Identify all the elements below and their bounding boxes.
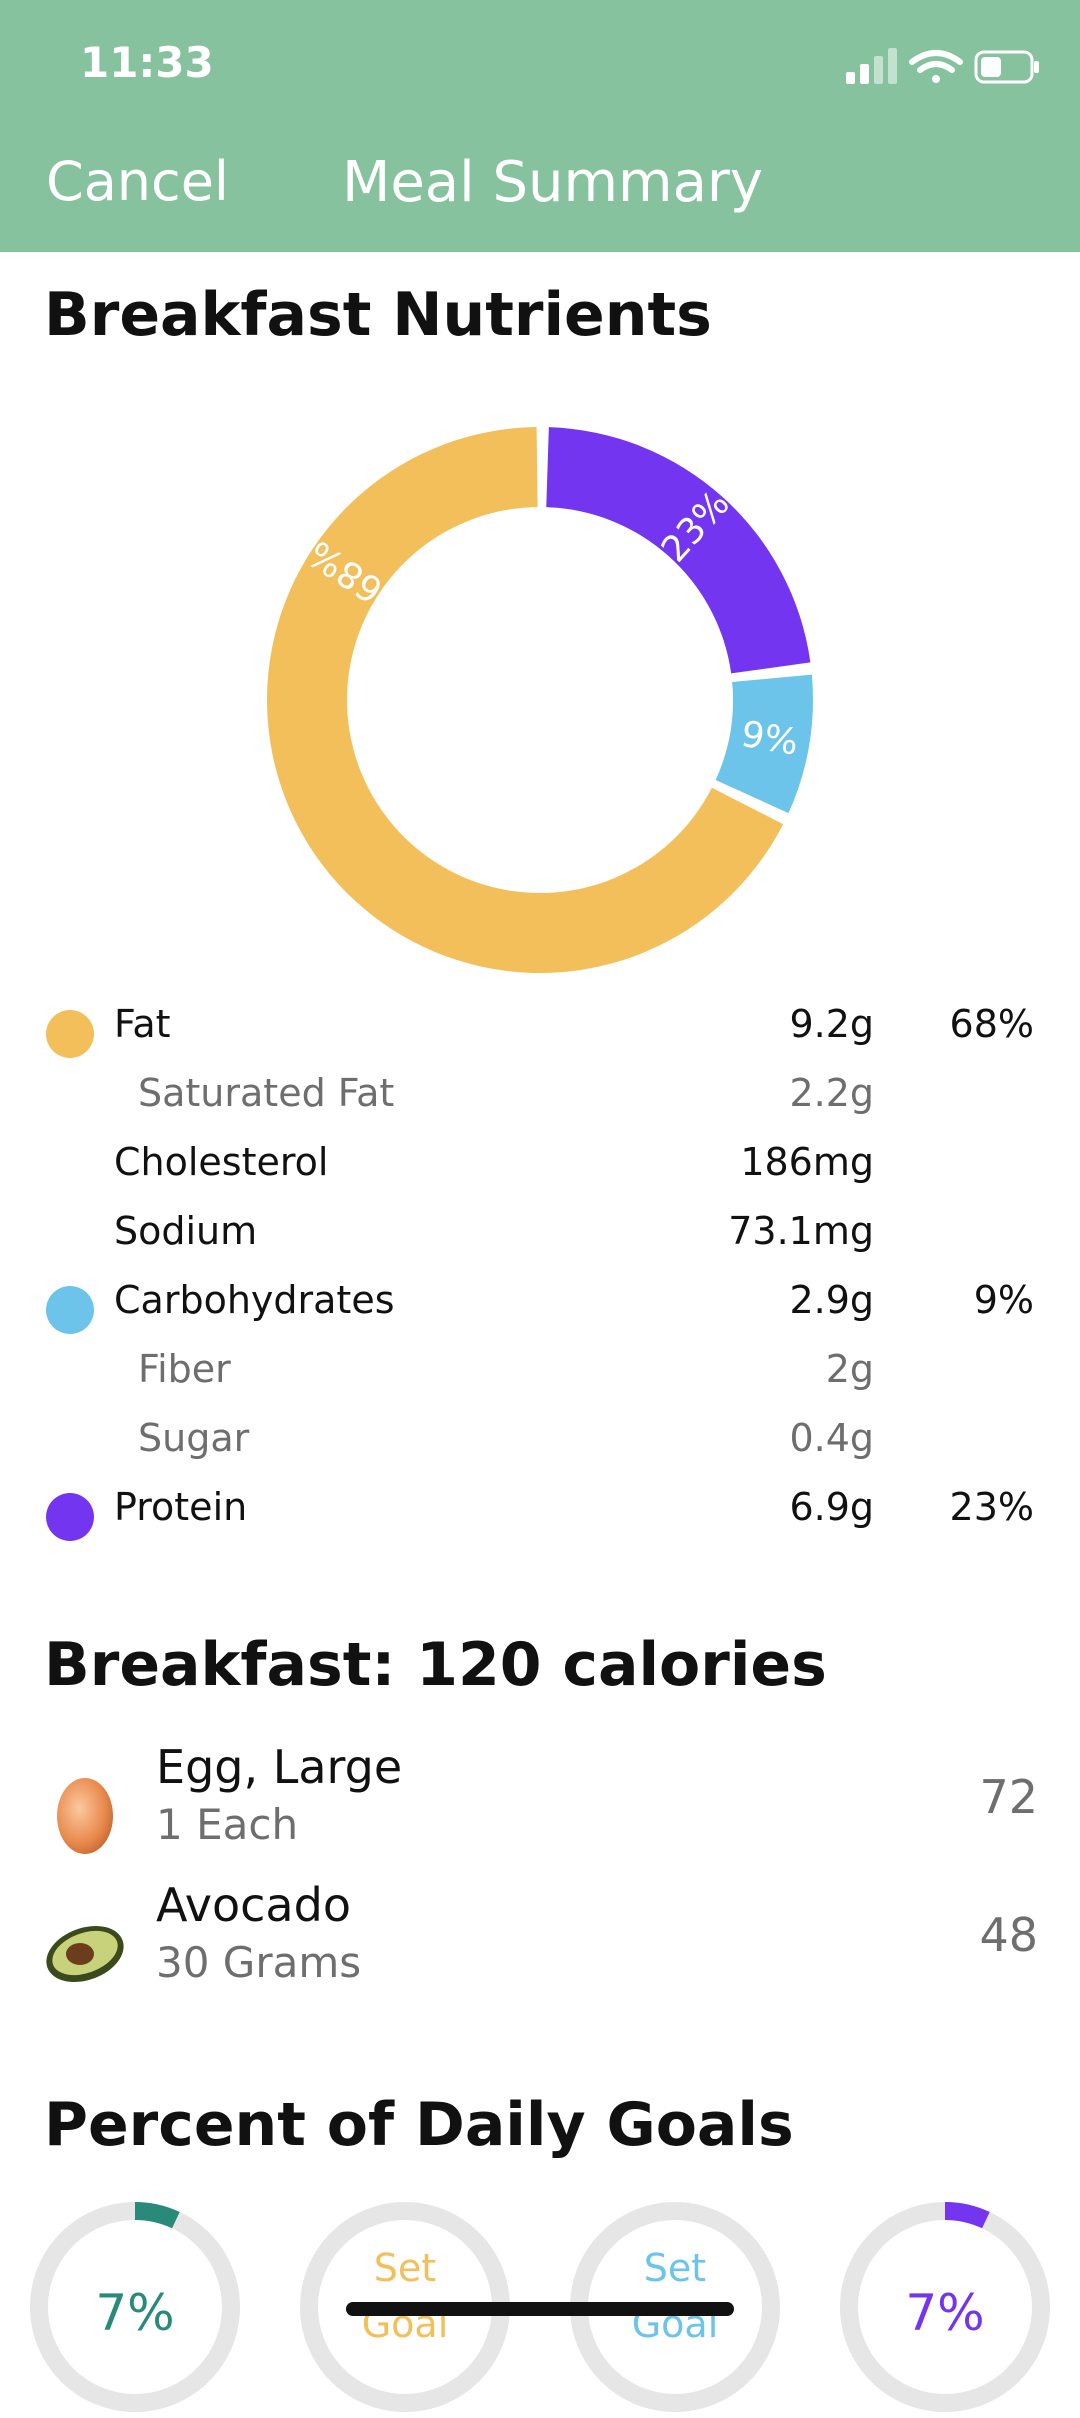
- calories-title: Breakfast: 120 calories: [44, 1630, 827, 1700]
- donut-slice-protein: [546, 427, 811, 674]
- donut-slice-fat: [267, 427, 784, 973]
- goal-ring[interactable]: 7%: [838, 2200, 1052, 2414]
- legend-dot: [46, 1493, 94, 1541]
- nutrient-row: Carbohydrates 2.9g 9%: [0, 1278, 1080, 1338]
- signal-icon: [846, 48, 897, 84]
- nutrient-amount: 6.9g: [789, 1485, 874, 1529]
- goal-label: 7%: [95, 2284, 175, 2342]
- donut-slice-carbohydrates: [715, 674, 813, 814]
- nutrient-amount: 186mg: [740, 1140, 874, 1184]
- nutrient-name: Cholesterol: [114, 1140, 329, 1184]
- goal-label: 7%: [905, 2284, 985, 2342]
- goal-ring-progress: [944, 2202, 990, 2229]
- nutrient-percent: 9%: [973, 1278, 1034, 1322]
- nutrient-amount: 9.2g: [789, 1002, 874, 1046]
- food-row[interactable]: Avocado 30 Grams 48: [0, 1878, 1080, 2018]
- cancel-button[interactable]: Cancel: [46, 150, 229, 213]
- food-calories: 48: [979, 1908, 1038, 1962]
- app-header: 11:33 Cancel Meal Summary: [0, 0, 1080, 252]
- page-title: Meal Summary: [342, 150, 764, 215]
- home-indicator: [346, 2302, 734, 2316]
- nutrient-row: Fat 9.2g 68%: [0, 1002, 1080, 1062]
- legend-dot: [46, 1286, 94, 1334]
- nutrient-name: Sugar: [138, 1416, 250, 1460]
- nutrient-row: Sugar 0.4g: [0, 1416, 1080, 1476]
- goal-ring[interactable]: 7%: [28, 2200, 242, 2414]
- nutrient-amount: 2g: [825, 1347, 874, 1391]
- food-name: Avocado: [156, 1878, 351, 1932]
- nutrients-title: Breakfast Nutrients: [44, 280, 712, 350]
- nutrient-donut-chart: 23%9%68%: [267, 427, 813, 973]
- nutrient-name: Protein: [114, 1485, 248, 1529]
- nutrient-row: Cholesterol 186mg: [0, 1140, 1080, 1200]
- nutrient-amount: 2.2g: [789, 1071, 874, 1115]
- nutrient-amount: 0.4g: [789, 1416, 874, 1460]
- legend-dot: [46, 1010, 94, 1058]
- food-quantity: 30 Grams: [156, 1938, 362, 1987]
- nutrient-name: Fiber: [138, 1347, 231, 1391]
- status-time: 11:33: [80, 38, 214, 87]
- nutrient-name: Fat: [114, 1002, 171, 1046]
- wifi-icon: [909, 50, 963, 83]
- goals-title: Percent of Daily Goals: [44, 2090, 794, 2160]
- nutrient-name: Saturated Fat: [138, 1071, 395, 1115]
- avocado-icon: [46, 1925, 124, 1983]
- donut-label-carbohydrates: 9%: [738, 714, 801, 764]
- egg-icon: [57, 1778, 113, 1854]
- nutrient-percent: 68%: [949, 1002, 1034, 1046]
- goal-label: Set Goal: [631, 2246, 719, 2346]
- nutrient-row: Sodium 73.1mg: [0, 1209, 1080, 1269]
- battery-icon: [974, 50, 1039, 84]
- nutrient-amount: 73.1mg: [728, 1209, 874, 1253]
- nutrient-name: Carbohydrates: [114, 1278, 395, 1322]
- status-icons: [846, 48, 1039, 84]
- nutrient-row: Protein 6.9g 23%: [0, 1485, 1080, 1545]
- nutrient-row: Saturated Fat 2.2g: [0, 1071, 1080, 1131]
- nutrient-row: Fiber 2g: [0, 1347, 1080, 1407]
- food-row[interactable]: Egg, Large 1 Each 72: [0, 1740, 1080, 1880]
- nutrient-name: Sodium: [114, 1209, 258, 1253]
- goal-ring-progress: [134, 2202, 180, 2229]
- goal-label: Set Goal: [361, 2246, 449, 2346]
- food-calories: 72: [979, 1770, 1038, 1824]
- food-name: Egg, Large: [156, 1740, 403, 1794]
- nutrient-amount: 2.9g: [789, 1278, 874, 1322]
- food-quantity: 1 Each: [156, 1800, 299, 1849]
- nutrient-percent: 23%: [949, 1485, 1034, 1529]
